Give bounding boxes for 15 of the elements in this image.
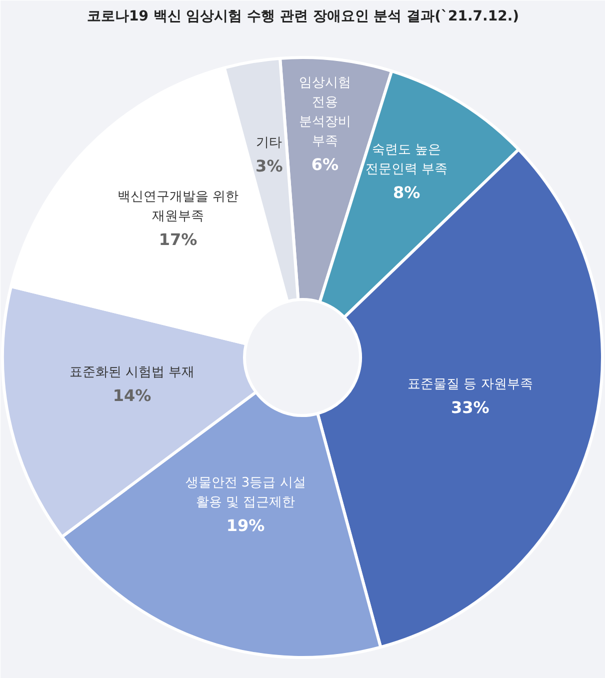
slice-label: 숙련도 높은 전문인력 부족: [365, 142, 448, 178]
slice-label: 임상시험 전용 분석장비 부족: [298, 75, 351, 149]
chart-title: 코로나19 백신 임상시험 수행 관련 장애요인 분석 결과(`21.7.12.): [86, 8, 520, 24]
slice-label: 생물안전 3등급 시설 활용 및 접근제한: [185, 475, 306, 510]
slice-label: 백신연구개발을 위한 재원부족: [117, 189, 239, 224]
data-label: 8%: [392, 183, 420, 202]
data-label: 19%: [226, 516, 265, 535]
slice-label: 표준화된 시험법 부재: [69, 365, 195, 380]
slice-label: 표준물질 등 자원부족: [408, 377, 533, 392]
data-label: 3%: [256, 156, 283, 176]
slice-label: 기타: [256, 135, 282, 150]
data-label: 33%: [451, 398, 490, 417]
data-label: 14%: [112, 386, 152, 406]
data-label: 6%: [311, 154, 339, 174]
data-label: 17%: [158, 230, 198, 249]
